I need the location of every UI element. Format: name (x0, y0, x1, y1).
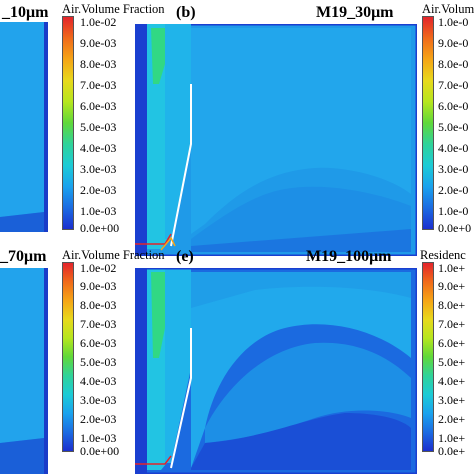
legend-1-tick: 9.0e-03 (80, 36, 117, 50)
legend-3-title: Air.Volume (422, 2, 474, 16)
panel-a-contour (0, 22, 48, 232)
legend-1-title: Air.Volume Fraction (62, 2, 165, 16)
legend-2-tick: 3.0e-03 (80, 393, 117, 407)
legend-2-tick: 0.0e+00 (80, 444, 120, 458)
legend-4-tick: 2.0e+ (438, 412, 466, 426)
legend-4-tick: 7.0e+ (438, 317, 466, 331)
legend-3-tick: 0.0e+0 (438, 221, 472, 235)
legend-4-tick: 3.0e+ (438, 393, 466, 407)
legend-4-tick: 0.0e+ (438, 444, 466, 458)
legend-3-tick: 3.0e-0 (438, 162, 469, 176)
legend-3-tick: 1.0e-0 (438, 15, 469, 29)
panel-b-contour (135, 24, 417, 256)
legend-4-tick: 9.0e+ (438, 279, 466, 293)
legend-4-tick: 6.0e+ (438, 336, 466, 350)
panel-d-title: _70μm (0, 248, 47, 265)
legend-3-tick: 7.0e-0 (438, 78, 469, 92)
legend-2-tick: 1.0e-02 (80, 261, 117, 275)
legend-2-tick: 5.0e-03 (80, 355, 117, 369)
legend-3-tick: 6.0e-0 (438, 99, 469, 113)
panel-e-letter: (e) (176, 248, 194, 265)
panel-e-title: M19_100μm (306, 248, 392, 265)
legend-2-tick: 1.0e-03 (80, 431, 117, 445)
legend-2-tick: 6.0e-03 (80, 336, 117, 350)
panel-b-title: M19_30μm (316, 4, 394, 21)
legend-2-tick: 9.0e-03 (80, 279, 117, 293)
legend-1-tick: 7.0e-03 (80, 78, 117, 92)
legend-3-tick: 1.0e-0 (438, 204, 469, 218)
legend-1-tick: 8.0e-03 (80, 57, 117, 71)
panel-a-title: _10μm (2, 4, 49, 21)
legend-3-colorbar (422, 16, 434, 230)
legend-1-tick: 5.0e-03 (80, 120, 117, 134)
legend-1-tick: 2.0e-03 (80, 183, 117, 197)
legend-4-tick: 1.0e+ (438, 261, 466, 275)
legend-1-tick: 3.0e-03 (80, 162, 117, 176)
legend-2-tick: 7.0e-03 (80, 317, 117, 331)
panel-d-contour (0, 268, 48, 474)
legend-3-tick: 8.0e-0 (438, 57, 469, 71)
legend-2-title: Air.Volume Fraction (62, 248, 165, 262)
legend-4-tick: 4.0e+ (438, 374, 466, 388)
legend-1-tick: 0.0e+00 (80, 221, 120, 235)
legend-4-colorbar (422, 262, 434, 452)
legend-2-tick: 4.0e-03 (80, 374, 117, 388)
panel-b-letter: (b) (176, 4, 196, 21)
legend-3-tick: 9.0e-0 (438, 36, 469, 50)
legend-1-tick: 6.0e-03 (80, 99, 117, 113)
legend-4-tick: 5.0e+ (438, 355, 466, 369)
legend-1-tick: 1.0e-02 (80, 15, 117, 29)
legend-3-tick: 5.0e-0 (438, 120, 469, 134)
legend-2-colorbar (62, 262, 74, 452)
legend-2-tick: 2.0e-03 (80, 412, 117, 426)
legend-3-tick: 4.0e-0 (438, 141, 469, 155)
legend-1-colorbar (62, 16, 74, 230)
legend-1-tick: 4.0e-03 (80, 141, 117, 155)
panel-e-contour (135, 268, 417, 474)
legend-1-tick: 1.0e-03 (80, 204, 117, 218)
panel-a-field (0, 22, 48, 232)
legend-2-tick: 8.0e-03 (80, 298, 117, 312)
legend-4-title: Residenc (420, 248, 466, 262)
legend-4-tick: 1.0e+ (438, 431, 466, 445)
legend-4-tick: 8.0e+ (438, 298, 466, 312)
legend-3-tick: 2.0e-0 (438, 183, 469, 197)
